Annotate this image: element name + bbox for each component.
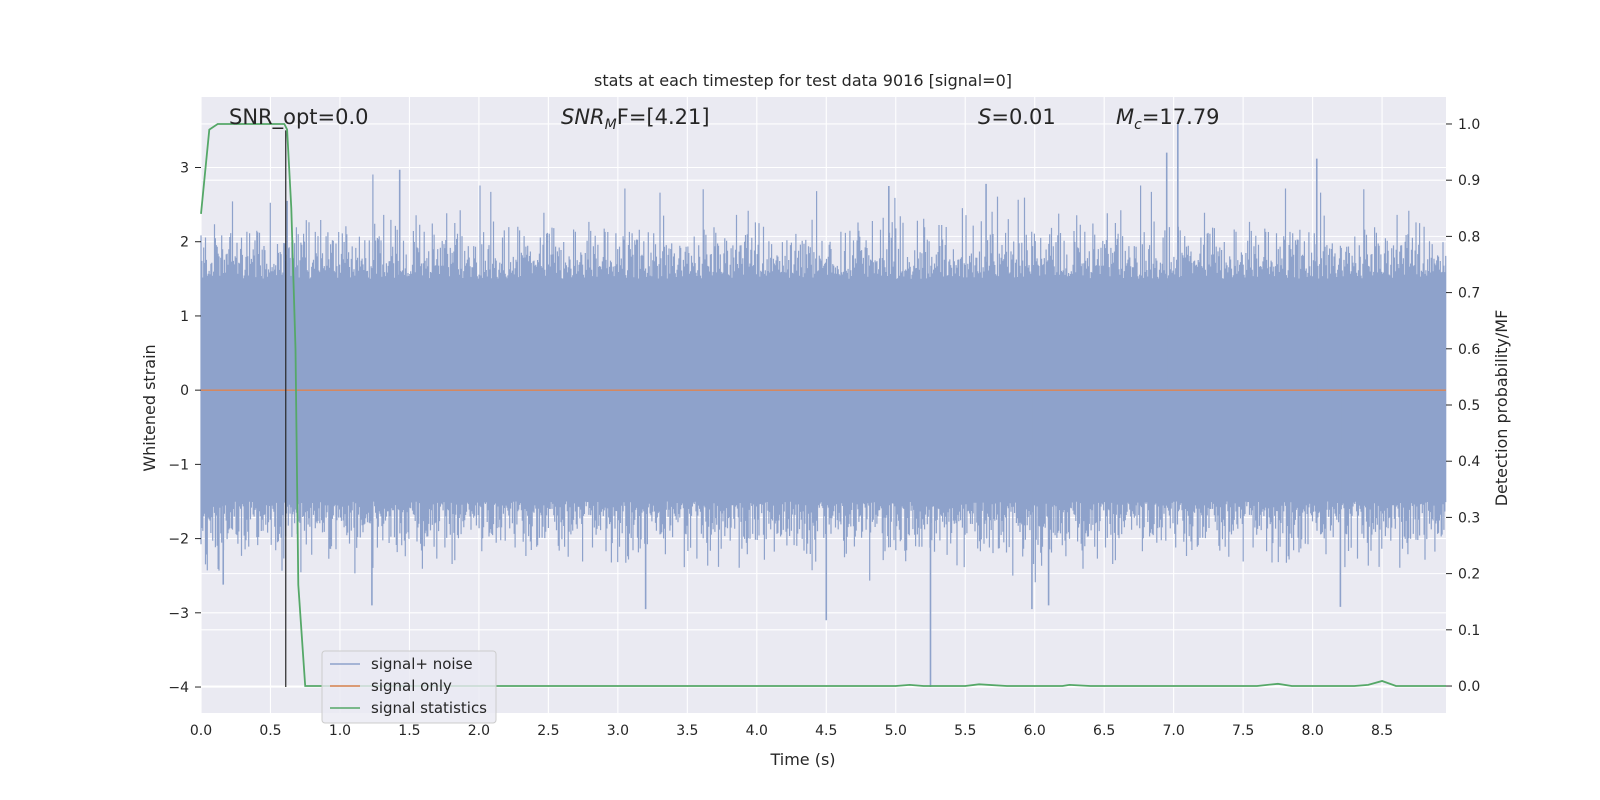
mc-symbol: M	[1116, 105, 1134, 129]
y2-tick-label: 0.9	[1458, 173, 1480, 189]
annotations: SNR_opt=0.0 SNRMF=[4.21] S=0.01 Mc=17.79	[229, 105, 1220, 133]
series-signal-statistics	[200, 123, 1446, 687]
signal-statistics-line	[200, 123, 1446, 687]
y2-tick-label: 0.4	[1458, 454, 1480, 470]
x-tick-label: 3.0	[607, 723, 629, 739]
x-tick-label: 5.0	[885, 723, 907, 739]
y-tick-label: 1	[180, 309, 189, 325]
x-tick-label: 5.5	[954, 723, 976, 739]
y-tick-label: −4	[168, 680, 189, 696]
y-tick-label: 2	[180, 235, 189, 251]
x-tick-label: 7.0	[1163, 723, 1185, 739]
y2-tick-label: 0.7	[1458, 286, 1480, 302]
legend-label-signal-statistics: signal statistics	[371, 699, 487, 717]
y2-tick-label: 0.0	[1458, 679, 1480, 695]
mc-value: =17.79	[1142, 105, 1220, 129]
x-tick-label: 3.5	[676, 723, 698, 739]
x-tick-label: 2.0	[468, 723, 490, 739]
annotation-snr-mf: SNRMF=[4.21]	[561, 105, 710, 133]
s-symbol: S	[978, 105, 991, 129]
snr-mf-rest: F=[4.21]	[617, 105, 710, 129]
snr-mf-main: SNR	[561, 105, 605, 129]
annotation-snr-opt: SNR_opt=0.0	[229, 105, 369, 130]
x-tick-label: 4.0	[746, 723, 768, 739]
legend: signal+ noise signal only signal statist…	[321, 650, 497, 724]
y-axis-label: Whitened strain	[140, 344, 159, 471]
y2-tick-label: 0.8	[1458, 229, 1480, 245]
x-tick-label: 1.0	[329, 723, 351, 739]
x-tick-label: 2.5	[537, 723, 559, 739]
y2-tick-label: 0.6	[1458, 342, 1480, 358]
snr-mf-sub: M	[605, 117, 617, 133]
annotation-s: S=0.01	[978, 105, 1056, 129]
y-tick-label: 3	[180, 161, 189, 177]
y-axis-ticks: 3 2 1 0 −1 −2 −3 −4	[168, 161, 201, 696]
y-tick-label: −1	[168, 457, 189, 473]
legend-label-signal-only: signal only	[371, 677, 452, 695]
s-value: =0.01	[991, 105, 1055, 129]
x-tick-label: 1.5	[398, 723, 420, 739]
chart-title: stats at each timestep for test data 901…	[594, 71, 1012, 90]
x-tick-label: 4.5	[815, 723, 837, 739]
x-tick-label: 8.0	[1301, 723, 1323, 739]
y2-tick-label: 1.0	[1458, 117, 1480, 133]
x-tick-label: 0.0	[190, 723, 212, 739]
x-axis-label: Time (s)	[769, 750, 835, 769]
series-signal-plus-noise	[200, 122, 1447, 688]
annotation-mc: Mc=17.79	[1116, 105, 1220, 133]
y2-tick-label: 0.5	[1458, 398, 1480, 414]
legend-label-signal-plus-noise: signal+ noise	[371, 655, 473, 673]
y-tick-label: −3	[168, 606, 189, 622]
x-tick-label: 6.0	[1024, 723, 1046, 739]
x-tick-label: 7.5	[1232, 723, 1254, 739]
y2-tick-label: 0.3	[1458, 510, 1480, 526]
y-tick-label: 0	[180, 383, 189, 399]
y-tick-label: −2	[168, 532, 189, 548]
x-tick-label: 8.5	[1371, 723, 1393, 739]
legend-box	[321, 650, 497, 724]
x-tick-label: 0.5	[259, 723, 281, 739]
y2-tick-label: 0.1	[1458, 623, 1480, 639]
x-axis-ticks: 0.0 0.5 1.0 1.5 2.0 2.5 3.0 3.5 4.0 4.5 5.0 5.5 6.0 6…	[190, 723, 1393, 739]
y2-axis-label: Detection probability/MF	[1492, 310, 1511, 507]
y2-axis-ticks: 1.0 0.9 0.8 0.7 0.6 0.5 0.4 0.3 0.2 0.1 0.0	[1446, 117, 1480, 695]
y2-tick-label: 0.2	[1458, 567, 1480, 583]
x-tick-label: 6.5	[1093, 723, 1115, 739]
mc-subscript: c	[1134, 117, 1142, 133]
